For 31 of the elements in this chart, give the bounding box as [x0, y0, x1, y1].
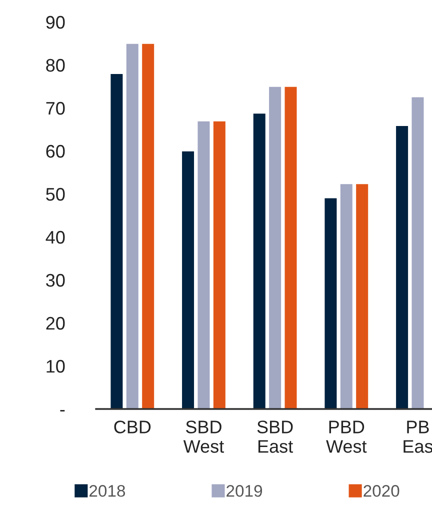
x-tick-label: SBD East — [257, 420, 293, 453]
y-tick-label: 90 — [46, 16, 65, 29]
y-tick-label: 40 — [46, 230, 65, 244]
bar — [324, 197, 338, 409]
bar — [126, 43, 140, 409]
y-tick-label: - — [60, 410, 65, 412]
bar — [355, 183, 369, 409]
y-tick-label: 20 — [46, 316, 65, 330]
legend-label: 2019 — [226, 485, 262, 497]
bar — [110, 73, 124, 409]
bar — [284, 86, 298, 409]
bar — [395, 125, 409, 409]
bar — [181, 150, 195, 409]
bar — [410, 96, 425, 409]
y-tick-label: 80 — [46, 58, 65, 72]
bar — [252, 112, 266, 409]
legend-label: 2018 — [89, 485, 126, 497]
x-tick-label: PBD West — [326, 420, 367, 453]
y-tick-label: 10 — [46, 360, 65, 373]
bar — [212, 120, 226, 409]
bar — [340, 183, 354, 409]
y-tick-label: 30 — [46, 274, 65, 287]
x-tick-label: CBD — [114, 420, 151, 434]
bar — [141, 43, 155, 409]
y-tick-label: 70 — [46, 102, 65, 115]
x-tick-label: SBD West — [183, 420, 224, 453]
bar — [196, 120, 211, 409]
bar — [268, 86, 282, 409]
y-tick-label: 60 — [46, 144, 65, 158]
y-tick-label: 50 — [46, 188, 65, 201]
legend-label: 2020 — [364, 485, 400, 497]
